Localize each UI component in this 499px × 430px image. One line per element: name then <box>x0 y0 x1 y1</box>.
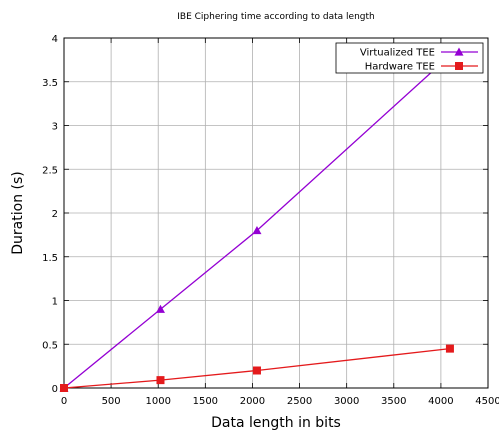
data-point <box>156 376 165 385</box>
y-tick-label: 1.5 <box>42 253 58 264</box>
legend: Virtualized TEE Hardware TEE <box>335 42 484 74</box>
x-tick-label: 4000 <box>428 396 453 407</box>
y-axis-ticks: 0 0.5 1 1.5 2 2.5 3 3.5 4 <box>42 34 488 395</box>
x-axis-title: Data length in bits <box>211 415 341 430</box>
legend-marker <box>455 62 463 70</box>
y-axis-title: Duration (s) <box>10 171 26 254</box>
grid <box>64 38 488 388</box>
chart-title: IBE Ciphering time according to data len… <box>177 12 374 22</box>
x-tick-label: 0 <box>61 396 67 407</box>
y-tick-label: 2.5 <box>42 165 58 176</box>
legend-marker <box>454 47 464 56</box>
data-point <box>252 366 261 375</box>
series-hardware-tee <box>60 344 454 392</box>
data-point <box>445 344 454 353</box>
data-point <box>252 226 262 235</box>
data-point <box>60 384 68 392</box>
data-point <box>155 304 165 313</box>
y-tick-label: 0.5 <box>42 340 58 351</box>
y-tick-label: 3.5 <box>42 78 58 89</box>
y-tick-label: 4 <box>52 34 58 45</box>
legend-label: Virtualized TEE <box>360 48 435 59</box>
x-tick-label: 3500 <box>381 396 406 407</box>
x-tick-label: 2000 <box>240 396 265 407</box>
x-tick-label: 500 <box>102 396 121 407</box>
x-tick-label: 1000 <box>145 396 170 407</box>
y-tick-label: 1 <box>52 297 58 308</box>
series-layer <box>59 51 455 392</box>
x-tick-label: 3000 <box>334 396 359 407</box>
series-virtualized-tee <box>59 51 455 392</box>
x-tick-label: 2500 <box>287 396 312 407</box>
x-tick-label: 1500 <box>193 396 218 407</box>
legend-label: Hardware TEE <box>365 62 435 73</box>
series-line <box>63 347 451 389</box>
x-tick-label: 4500 <box>475 396 499 407</box>
x-axis-ticks: 0 500 1000 1500 2000 2500 3000 3500 4000 4500 <box>61 38 499 407</box>
series-line <box>63 55 451 389</box>
y-tick-label: 0 <box>52 384 58 395</box>
y-tick-label: 2 <box>52 209 58 220</box>
y-tick-label: 3 <box>52 122 58 133</box>
